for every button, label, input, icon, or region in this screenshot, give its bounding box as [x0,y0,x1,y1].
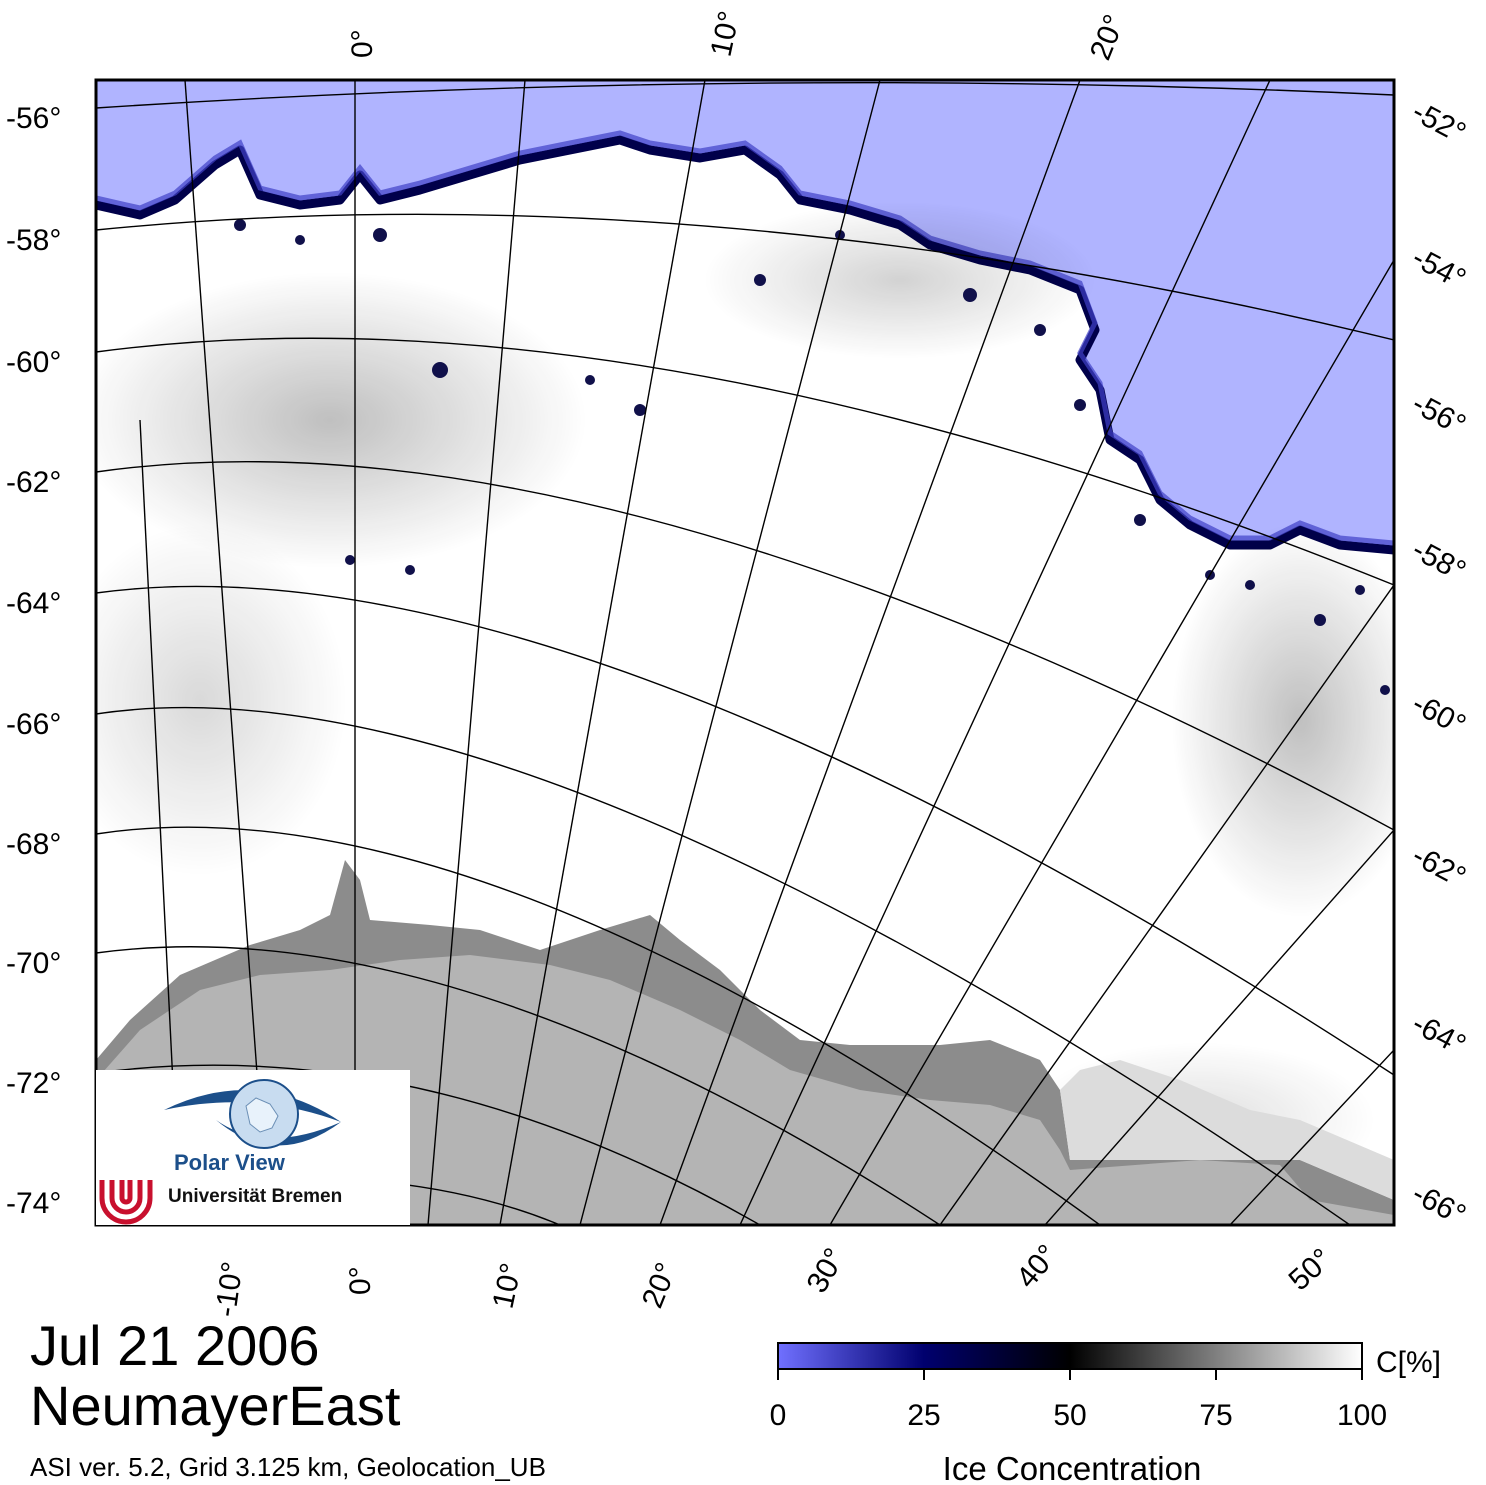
right-lat-label: -52° [1407,95,1471,150]
right-lat-label: -56° [1407,387,1471,442]
logo-brand-text: Polar View [174,1150,285,1175]
top-lon-label: 10° [705,8,747,59]
bottom-lon-label: 30° [800,1243,851,1299]
right-lat-label: -66° [1407,1177,1471,1232]
left-lat-label: -72° [6,1067,61,1100]
bottom-lon-label: 10° [487,1260,529,1311]
colorbar-tick-label: 75 [1199,1399,1232,1432]
colorbar-unit: C[%] [1376,1346,1441,1379]
colorbar [777,1342,1363,1370]
logo-institution-text: Universität Bremen [168,1186,343,1207]
latitude-lines [96,81,1394,1225]
left-lat-label: -74° [6,1187,61,1220]
map-area[interactable] [50,80,1430,1225]
bottom-lon-label: 20° [636,1258,684,1312]
eye-globe-icon [164,1079,341,1149]
left-lat-label: -70° [6,947,61,980]
colorbar-tick-label: 25 [907,1399,940,1432]
left-lat-label: -56° [6,102,61,135]
colorbar-tick-label: 100 [1337,1399,1387,1432]
top-lon-label: 20° [1084,10,1132,64]
colorbar-tick-labels: 0 25 50 75 100 [770,1399,1387,1432]
right-lat-label: -60° [1407,687,1471,742]
top-longitude-labels: 0° 10° 20° [346,8,1131,64]
left-latitude-labels: -56° -58° -60° -62° -64° -66° -68° -70° … [6,102,61,1220]
ice-floe-speckles [234,219,1390,1174]
bottom-lon-label: 0° [344,1266,377,1295]
bremen-u-logo [99,1180,153,1225]
bottom-lon-label: 40° [1010,1239,1064,1295]
left-lat-label: -62° [6,466,61,499]
bottom-longitude-labels: -10° 0° 10° 20° 30° 40° 50° [209,1239,1338,1319]
bottom-lon-label: -10° [209,1260,249,1319]
polar-view-logo[interactable]: Polar View Universität Bremen [96,1070,410,1225]
right-lat-label: -58° [1407,533,1471,588]
left-lat-label: -68° [6,828,61,861]
left-lat-label: -64° [6,587,61,620]
colorbar-tick-label: 50 [1053,1399,1086,1432]
ice-edge-band [96,135,1394,555]
longitude-lines [139,80,1394,1225]
bottom-lon-label: 50° [1283,1242,1339,1297]
top-lon-label: 0° [346,29,379,58]
colorbar-title: Ice Concentration [943,1450,1202,1485]
right-lat-label: -62° [1407,839,1471,894]
left-lat-label: -66° [6,708,61,741]
region-name: NeumayerEast [30,1374,401,1437]
colorbar-ticks [777,1369,1363,1380]
land-region [96,955,1394,1225]
left-lat-label: -60° [6,346,61,379]
right-lat-label: -54° [1407,241,1471,296]
left-lat-label: -58° [6,224,61,257]
right-lat-label: -64° [1407,1007,1471,1062]
right-latitude-labels: -52° -54° -56° -58° -60° -62° -64° -66° [1407,95,1471,1232]
map-frame [94,78,1396,1227]
colorbar-tick-label: 0 [770,1399,787,1432]
map-date: Jul 21 2006 [30,1314,320,1377]
product-info: ASI ver. 5.2, Grid 3.125 km, Geolocation… [30,1452,546,1482]
